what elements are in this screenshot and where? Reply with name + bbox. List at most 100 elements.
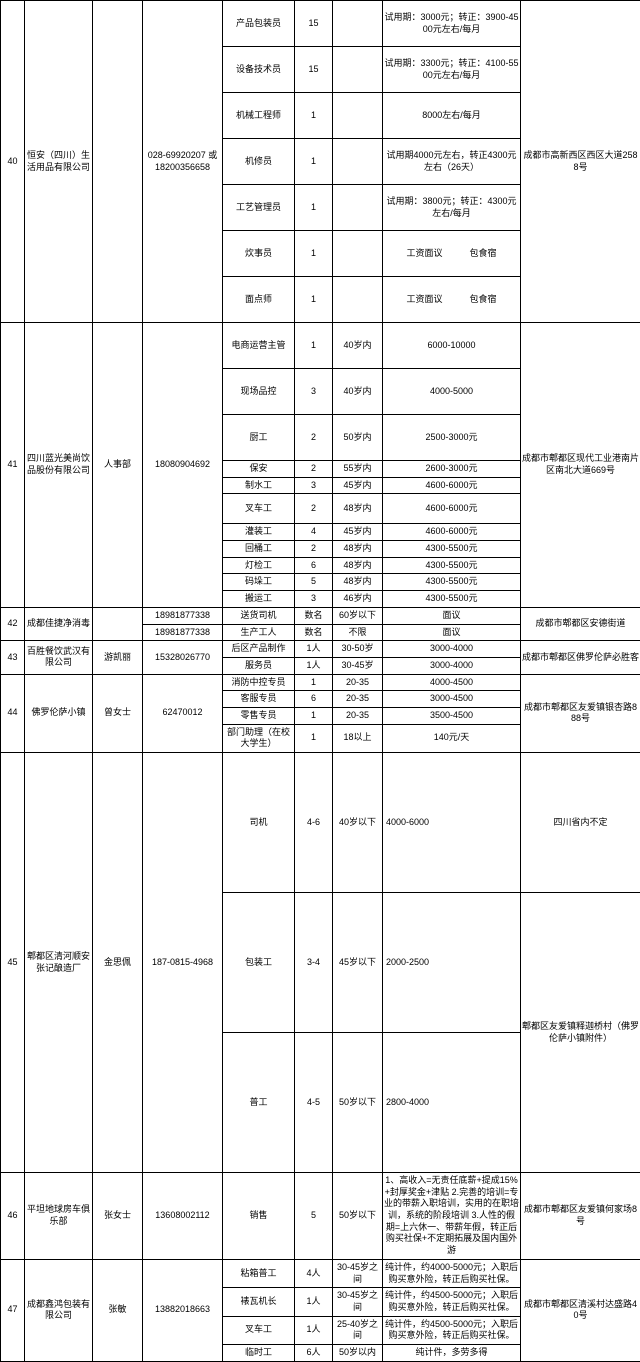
company: 四川蓝光美尚饮品股份有限公司 — [25, 323, 93, 608]
address: 成都市郫都区友爱镇银杏路888号 — [521, 674, 640, 752]
position: 司机 — [223, 753, 295, 893]
salary: 试用期：3000元；转正：3900-4500元左右/每月 — [383, 1, 521, 47]
salary: 4000-4500 — [383, 674, 521, 691]
age: 20-35 — [333, 707, 383, 724]
salary: 工资面议 包食宿 — [383, 231, 521, 277]
count: 6 — [295, 557, 333, 574]
age — [333, 185, 383, 231]
salary: 纯计件，约4500-5000元；入职后购买意外险，转正后购买社保。 — [383, 1288, 521, 1316]
position: 叉车工 — [223, 494, 295, 524]
age: 48岁内 — [333, 494, 383, 524]
salary: 3000-4000 — [383, 657, 521, 674]
count: 15 — [295, 1, 333, 47]
salary: 4600-6000元 — [383, 477, 521, 494]
contact — [93, 1, 143, 323]
row-id: 47 — [1, 1259, 25, 1361]
phone: 028-69920207 或 18200356658 — [143, 1, 223, 323]
company: 成都佳捷净消毒 — [25, 607, 93, 640]
contact: 人事部 — [93, 323, 143, 608]
position: 面点师 — [223, 277, 295, 323]
position: 销售 — [223, 1173, 295, 1260]
position: 工艺管理员 — [223, 185, 295, 231]
salary: 4600-6000元 — [383, 524, 521, 541]
salary: 4300-5500元 — [383, 574, 521, 591]
count: 5 — [295, 574, 333, 591]
table-row: 41四川蓝光美尚饮品股份有限公司人事部18080904692电商运营主管140岁… — [1, 323, 640, 369]
age: 50岁以下 — [333, 1033, 383, 1173]
position: 设备技术员 — [223, 47, 295, 93]
address: 成都市郫都区友爱镇何家场8号 — [521, 1173, 640, 1260]
count: 3-4 — [295, 893, 333, 1033]
age: 20-35 — [333, 691, 383, 708]
age — [333, 139, 383, 185]
position: 电商运营主管 — [223, 323, 295, 369]
row-id: 42 — [1, 607, 25, 640]
position: 服务员 — [223, 657, 295, 674]
count: 1 — [295, 139, 333, 185]
company: 恒安（四川）生活用品有限公司 — [25, 1, 93, 323]
salary: 8000左右/每月 — [383, 93, 521, 139]
count: 6 — [295, 691, 333, 708]
salary: 2600-3000元 — [383, 461, 521, 478]
table-row: 44佛罗伦萨小镇曾女士62470012消防中控专员120-354000-4500… — [1, 674, 640, 691]
age: 45岁内 — [333, 477, 383, 494]
age: 50岁以内 — [333, 1344, 383, 1361]
position: 灯检工 — [223, 557, 295, 574]
count: 1 — [295, 93, 333, 139]
contact — [93, 607, 143, 640]
age — [333, 93, 383, 139]
position: 回桶工 — [223, 541, 295, 558]
count: 4人 — [295, 1259, 333, 1287]
age: 30-50岁 — [333, 641, 383, 658]
row-id: 46 — [1, 1173, 25, 1260]
position: 后区产品制作 — [223, 641, 295, 658]
phone: 62470012 — [143, 674, 223, 752]
phone: 187-0815-4968 — [143, 753, 223, 1173]
salary: 2000-2500 — [383, 893, 521, 1033]
table-row: 42成都佳捷净消毒18981877338送货司机数名60岁以下面议成都市郫都区安… — [1, 607, 640, 624]
salary: 4600-6000元 — [383, 494, 521, 524]
count: 3 — [295, 477, 333, 494]
address: 四川省内不定 — [521, 753, 640, 893]
age: 45岁内 — [333, 524, 383, 541]
count: 1 — [295, 724, 333, 752]
position: 送货司机 — [223, 607, 295, 624]
position: 灌装工 — [223, 524, 295, 541]
age: 48岁内 — [333, 557, 383, 574]
position: 厨工 — [223, 415, 295, 461]
salary: 4300-5500元 — [383, 541, 521, 558]
age: 50岁内 — [333, 415, 383, 461]
position: 码垛工 — [223, 574, 295, 591]
position: 制水工 — [223, 477, 295, 494]
salary: 2800-4000 — [383, 1033, 521, 1173]
row-id: 45 — [1, 753, 25, 1173]
table-row: 47成都鑫鸿包装有限公司张敏13882018663粘箱普工4人30-45岁之间纯… — [1, 1259, 640, 1287]
position: 搬运工 — [223, 591, 295, 608]
salary: 面议 — [383, 607, 521, 624]
table-row: 46平坦地球房车俱乐部张女士13608002112销售550岁以下1、高收入=无… — [1, 1173, 640, 1260]
contact: 曾女士 — [93, 674, 143, 752]
count: 2 — [295, 494, 333, 524]
age — [333, 231, 383, 277]
contact: 游凯丽 — [93, 641, 143, 674]
salary: 6000-10000 — [383, 323, 521, 369]
count: 3 — [295, 369, 333, 415]
count: 1人 — [295, 657, 333, 674]
age: 55岁内 — [333, 461, 383, 478]
phone: 18981877338 — [143, 624, 223, 641]
count: 1人 — [295, 641, 333, 658]
salary: 3000-4500 — [383, 691, 521, 708]
salary: 试用期：3800元；转正：4300元左右/每月 — [383, 185, 521, 231]
salary: 试用期：3300元；转正：4100-5500元左右/每月 — [383, 47, 521, 93]
count: 数名 — [295, 607, 333, 624]
age: 48岁内 — [333, 541, 383, 558]
salary: 4300-5500元 — [383, 591, 521, 608]
position: 现场品控 — [223, 369, 295, 415]
age: 30-45岁之间 — [333, 1288, 383, 1316]
salary: 1、高收入=无责任底薪+提成15%+封厚奖金+津贴 2.完善的培训=专业的带薪入… — [383, 1173, 521, 1260]
position: 产品包装员 — [223, 1, 295, 47]
count: 4-6 — [295, 753, 333, 893]
table-row: 45郫都区清河顺安张记酿造厂金思佩187-0815-4968司机4-640岁以下… — [1, 753, 640, 893]
row-id: 44 — [1, 674, 25, 752]
jobs-table: 40恒安（四川）生活用品有限公司028-69920207 或 182003566… — [0, 0, 640, 1362]
